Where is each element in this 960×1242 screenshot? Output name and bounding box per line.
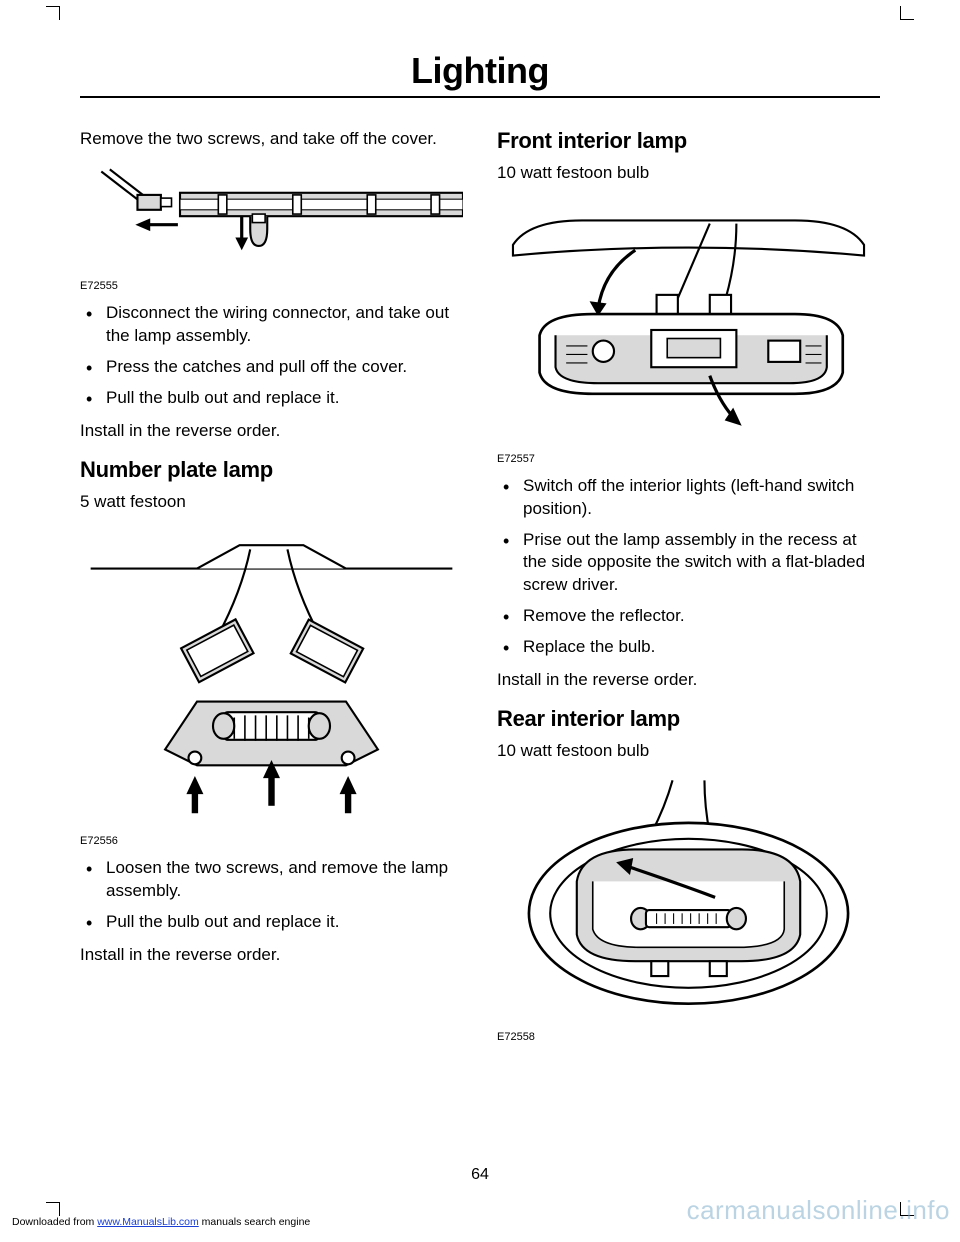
- subheading: 10 watt festoon bulb: [497, 740, 880, 763]
- list-item: Remove the reflector.: [497, 605, 880, 628]
- figure-caption: E72557: [497, 453, 880, 465]
- diagram-lamp-strip: [80, 163, 463, 269]
- section-heading: Rear interior lamp: [497, 706, 880, 732]
- figure-e72555: [80, 163, 463, 274]
- figure-caption: E72558: [497, 1031, 880, 1043]
- page-header: Lighting: [80, 50, 880, 98]
- page-content: Lighting Remove the two screws, and take…: [0, 0, 960, 1242]
- diagram-rear-interior-lamp: [497, 775, 880, 1020]
- section-heading: Number plate lamp: [80, 457, 463, 483]
- steps-list-1: Disconnect the wiring connector, and tak…: [80, 302, 463, 410]
- list-item: Press the catches and pull off the cover…: [80, 356, 463, 379]
- list-item: Loosen the two screws, and remove the la…: [80, 857, 463, 903]
- steps-list-3: Switch off the interior lights (left-han…: [497, 475, 880, 660]
- install-note: Install in the reverse order.: [497, 669, 880, 692]
- list-item: Prise out the lamp assembly in the reces…: [497, 529, 880, 598]
- list-item: Switch off the interior lights (left-han…: [497, 475, 880, 521]
- download-footer: Downloaded from www.ManualsLib.com manua…: [12, 1216, 310, 1228]
- section-heading: Front interior lamp: [497, 128, 880, 154]
- page-number: 64: [0, 1166, 960, 1184]
- left-column: Remove the two screws, and take off the …: [80, 128, 463, 1053]
- list-item: Pull the bulb out and replace it.: [80, 387, 463, 410]
- install-note: Install in the reverse order.: [80, 420, 463, 443]
- intro-text: Remove the two screws, and take off the …: [80, 128, 463, 151]
- footer-prefix: Downloaded from: [12, 1216, 97, 1228]
- install-note: Install in the reverse order.: [80, 944, 463, 967]
- subheading: 5 watt festoon: [80, 491, 463, 514]
- diagram-front-interior-lamp: [497, 197, 880, 442]
- list-item: Pull the bulb out and replace it.: [80, 911, 463, 934]
- footer-link[interactable]: www.ManualsLib.com: [97, 1216, 199, 1228]
- list-item: Disconnect the wiring connector, and tak…: [80, 302, 463, 348]
- figure-e72556: [80, 526, 463, 829]
- figure-e72557: [497, 197, 880, 447]
- figure-e72558: [497, 775, 880, 1025]
- figure-caption: E72555: [80, 280, 463, 292]
- steps-list-2: Loosen the two screws, and remove the la…: [80, 857, 463, 934]
- subheading: 10 watt festoon bulb: [497, 162, 880, 185]
- figure-caption: E72556: [80, 835, 463, 847]
- footer-suffix: manuals search engine: [199, 1216, 311, 1228]
- page-title: Lighting: [80, 50, 880, 92]
- diagram-number-plate-lamp: [80, 526, 463, 824]
- right-column: Front interior lamp 10 watt festoon bulb: [497, 128, 880, 1053]
- two-column-layout: Remove the two screws, and take off the …: [80, 128, 880, 1053]
- watermark: carmanualsonline.info: [687, 1195, 950, 1226]
- list-item: Replace the bulb.: [497, 636, 880, 659]
